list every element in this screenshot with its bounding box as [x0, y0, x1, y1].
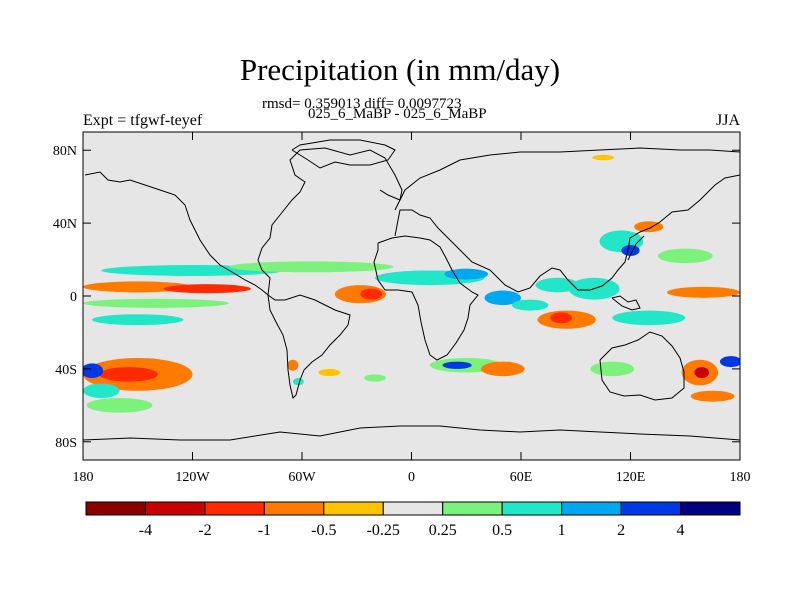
colorbar-swatch [382, 501, 444, 516]
south-america-outline [267, 294, 351, 399]
x-tick-label: 120W [175, 470, 210, 485]
southeast-asia-islands [611, 295, 641, 311]
north-america-coastline [84, 171, 269, 296]
anomaly-region [592, 154, 615, 161]
colorbar-swatch [144, 501, 206, 516]
eurasia-outline [394, 174, 740, 293]
colorbar-label: 0.25 [429, 522, 457, 539]
colorbar-label: 4 [677, 522, 685, 539]
arctic-coast [394, 147, 740, 211]
x-tick-label: 0 [408, 470, 415, 485]
colorbar-label: 2 [617, 522, 625, 539]
colorbar-swatch [442, 501, 503, 516]
anomaly-region [83, 383, 120, 399]
anomaly-region [484, 290, 521, 306]
anomaly-region [590, 361, 635, 377]
colorbar-swatch [501, 501, 563, 516]
colorbar: -4 -2 -1 -0.5 -0.25 0.25 0.5 1 2 4 [85, 501, 741, 539]
greenland-outline [291, 139, 396, 169]
y-tick-label: 40N [53, 217, 77, 232]
colorbar-label: -4 [139, 522, 152, 539]
anomaly-region [657, 248, 713, 264]
anomaly-region [667, 286, 740, 298]
anomaly-region [86, 398, 153, 413]
colorbar-label: -1 [258, 522, 271, 539]
stats-text: rmsd= 0.359013 diff= 0.0097723 [262, 96, 462, 112]
map-background [83, 132, 740, 460]
colorbar-swatch [323, 501, 384, 516]
anomaly-region [99, 367, 158, 382]
y-tick-label: 0 [70, 290, 77, 305]
north-america-east-coast [257, 147, 403, 296]
anomaly-region [163, 284, 251, 294]
x-axis: 180 120W 60W 0 60E 120E 180 [73, 132, 751, 485]
y-tick-label: 80S [55, 436, 77, 451]
anomaly-region [480, 361, 525, 377]
anomaly-region [287, 359, 299, 371]
chart-title: Precipitation (in mm/day) [239, 52, 561, 87]
colorbar-label: -0.25 [367, 522, 400, 539]
x-tick-label: 180 [730, 470, 751, 485]
anomaly-region [690, 390, 735, 402]
anomaly-region [360, 288, 383, 300]
anomaly-region [550, 312, 573, 324]
x-tick-label: 60W [288, 470, 316, 485]
anomaly-region [229, 261, 394, 273]
anomaly-region [612, 310, 686, 326]
anomaly-region [318, 368, 341, 377]
anomaly-region [364, 374, 386, 382]
colorbar-label: 1 [558, 522, 566, 539]
experiment-label: Expt = tfgwf-teyef [83, 112, 203, 129]
colorbar-label: -0.5 [311, 522, 336, 539]
anomaly-region [694, 367, 709, 378]
colorbar-swatch [204, 501, 265, 516]
y-tick-label: 40S [55, 363, 77, 378]
colorbar-label: -2 [198, 522, 211, 539]
season-label: JJA [716, 112, 741, 129]
colorbar-swatch [620, 501, 682, 516]
comparison-label: 025_6_MaBP - 025_6_MaBP [308, 106, 487, 122]
colorbar-swatch [561, 501, 622, 516]
anomaly-region [92, 314, 184, 326]
y-tick-label: 80N [53, 144, 77, 159]
japan-outline [627, 235, 645, 261]
x-tick-label: 180 [73, 470, 94, 485]
continent-outlines [83, 139, 740, 441]
colorbar-swatch [85, 501, 146, 516]
anomaly-region [719, 356, 740, 368]
y-axis: 80N 40N 0 40S 80S [53, 144, 740, 451]
anomaly-region [292, 378, 304, 386]
colorbar-swatch [680, 501, 741, 516]
colorbar-label: 0.5 [492, 522, 512, 539]
anomaly-region [621, 244, 640, 256]
anomaly-region [83, 363, 104, 378]
antarctica-coastline [83, 425, 740, 441]
anomaly-region [511, 299, 549, 311]
anomaly-region [535, 277, 580, 293]
anomaly-region [83, 298, 229, 308]
australia-outline [599, 331, 685, 401]
x-tick-label: 60E [510, 470, 533, 485]
anomaly-regions [83, 154, 740, 413]
africa-outline [373, 235, 479, 361]
anomaly-region [444, 268, 489, 280]
x-tick-label: 120E [616, 470, 646, 485]
anomaly-region [442, 361, 472, 369]
colorbar-swatch [263, 501, 325, 516]
